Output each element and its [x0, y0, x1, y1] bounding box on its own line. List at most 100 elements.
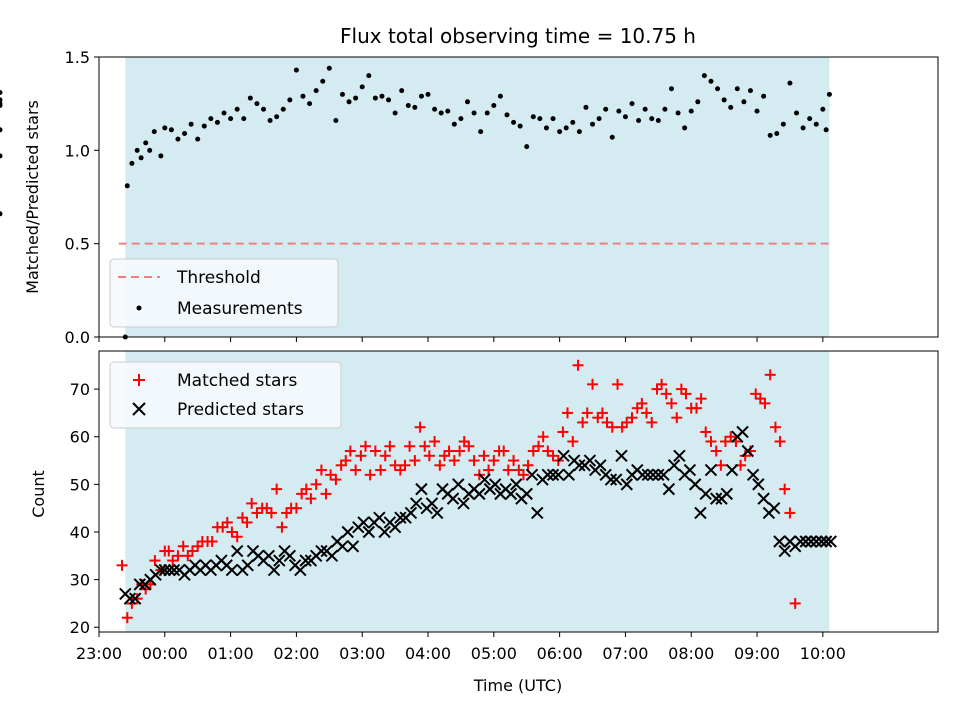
measurement-point	[392, 110, 398, 116]
matched-legend-swatch	[133, 374, 145, 386]
predicted-star-point	[504, 487, 518, 501]
matched-star-point	[241, 516, 253, 528]
predicted-star-point	[710, 492, 723, 505]
measurement-point	[418, 93, 424, 99]
matched-star-point	[557, 426, 569, 438]
measurement-point	[524, 144, 530, 150]
matched-star-point	[360, 440, 372, 452]
measurement-point	[794, 110, 800, 116]
measurement-point	[320, 78, 326, 84]
matched-star-point	[448, 455, 460, 467]
matched-star-point	[330, 474, 342, 486]
predicted-star-point	[604, 473, 618, 486]
measurement-point	[458, 116, 464, 122]
top-y-tick-label: 0.0	[65, 328, 90, 347]
measurement-point	[372, 95, 378, 101]
matched-star-point	[305, 493, 317, 505]
measurement-point	[175, 136, 181, 142]
predicted-star-point	[810, 535, 823, 548]
measurement-point	[151, 129, 157, 135]
predicted-star-point	[478, 473, 491, 486]
measurement-point	[195, 136, 201, 142]
predicted-star-point	[757, 492, 770, 505]
predicted-star-point	[641, 468, 655, 482]
measurement-point	[774, 131, 780, 137]
predicted-star-point	[520, 487, 533, 501]
measurement-point	[688, 108, 694, 114]
matched-star-point	[172, 550, 184, 562]
measurement-point	[741, 99, 747, 105]
predicted-star-point	[615, 449, 628, 462]
matched-star-point	[167, 555, 179, 567]
matched-star-point	[759, 397, 771, 409]
predicted-star-point	[267, 563, 281, 577]
matched-star-point	[310, 478, 322, 490]
matched-star-point	[206, 536, 218, 548]
measurement-point	[386, 97, 392, 103]
matched-star-point	[163, 545, 175, 557]
matched-star-point	[690, 402, 702, 414]
top-y-tick-label: 0.5	[65, 235, 90, 254]
measurement-point	[721, 97, 727, 103]
predicted-star-point	[388, 521, 402, 534]
measurement-point	[379, 93, 385, 99]
measurement-point	[261, 106, 267, 112]
matched-star-point	[246, 497, 258, 509]
measurement-point	[517, 123, 523, 129]
bottom-x-tick-label: 07:00	[602, 644, 648, 663]
predicted-star-point	[262, 549, 275, 563]
predicted-star-point	[720, 487, 733, 501]
measurement-point	[287, 97, 293, 103]
measurement-point	[201, 123, 207, 129]
predicted-star-point	[583, 454, 597, 467]
predicted-star-point	[531, 506, 544, 520]
predicted-star-point	[123, 592, 137, 605]
matched-star-point	[350, 464, 362, 476]
measurements-legend-label: Measurements	[177, 299, 303, 319]
matched-star-point	[636, 397, 648, 409]
predicted-star-point	[646, 468, 660, 482]
measurement-point	[780, 121, 786, 127]
matched-star-point	[517, 469, 529, 481]
predicted-star-point	[362, 525, 376, 539]
matched-star-point	[325, 469, 337, 481]
bottom-x-tick-label: 04:00	[405, 644, 451, 663]
measurement-point	[820, 106, 826, 112]
measurement-point	[497, 93, 503, 99]
predicted-star-point	[404, 506, 418, 520]
predicted-stars-points	[119, 425, 837, 605]
measurement-point	[465, 99, 471, 105]
matched-star-point	[710, 445, 722, 457]
predicted-star-point	[794, 535, 807, 548]
measurement-point	[214, 119, 220, 125]
matched-legend-label: Matched stars	[177, 371, 297, 391]
predicted-star-point	[230, 544, 244, 558]
measurement-point	[451, 121, 457, 127]
matched-star-point	[764, 369, 776, 381]
bottom-x-tick-label: 00:00	[142, 644, 188, 663]
measurement-point	[761, 93, 767, 99]
measurement-point	[313, 88, 319, 94]
predicted-star-point	[415, 482, 428, 496]
predicted-star-point	[657, 468, 670, 482]
measurement-point	[333, 117, 339, 123]
bottom-x-tick-label: 09:00	[734, 644, 780, 663]
matched-star-point	[621, 416, 633, 428]
matched-star-point	[626, 412, 638, 424]
predicted-star-point	[824, 535, 837, 548]
matched-star-point	[612, 378, 624, 390]
matched-star-point	[488, 455, 500, 467]
matched-star-point	[468, 455, 480, 467]
matched-star-point	[508, 455, 520, 467]
measurement-point	[603, 106, 609, 112]
predicted-star-point	[773, 535, 786, 548]
matched-star-point	[739, 450, 751, 462]
matched-star-point	[290, 502, 302, 514]
matched-star-point	[384, 440, 396, 452]
matched-star-point	[581, 407, 593, 419]
matched-star-point	[646, 416, 658, 428]
predicted-star-point	[767, 501, 781, 515]
measurement-point	[823, 127, 829, 133]
measurement-point	[221, 110, 227, 116]
